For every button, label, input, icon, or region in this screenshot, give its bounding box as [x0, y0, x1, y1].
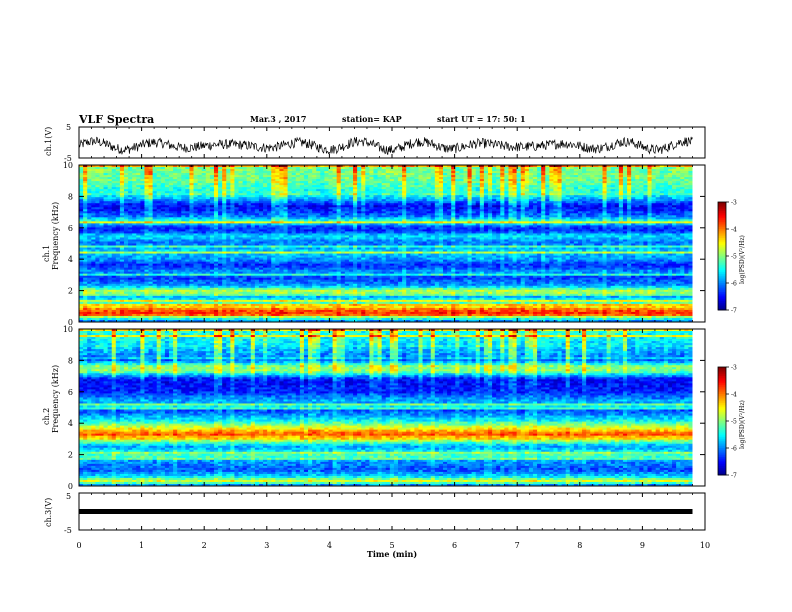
ch1-ytick-top: 5 [66, 123, 71, 132]
station-label: station= KAP [342, 114, 402, 124]
ch1-waveform-ylabel: ch.1(V) [44, 127, 53, 156]
start-time-label: start UT = 17: 50: 1 [437, 114, 526, 124]
ch1-waveform-panel: 5 -5 ch.1(V) [44, 123, 705, 163]
date-label: Mar.3 , 2017 [250, 114, 307, 124]
ch1-spectrogram-image [79, 165, 705, 322]
figure-title: VLF Spectra [78, 113, 154, 126]
vlf-figure: VLF Spectra Mar.3 , 2017 station= KAP st… [0, 0, 792, 612]
